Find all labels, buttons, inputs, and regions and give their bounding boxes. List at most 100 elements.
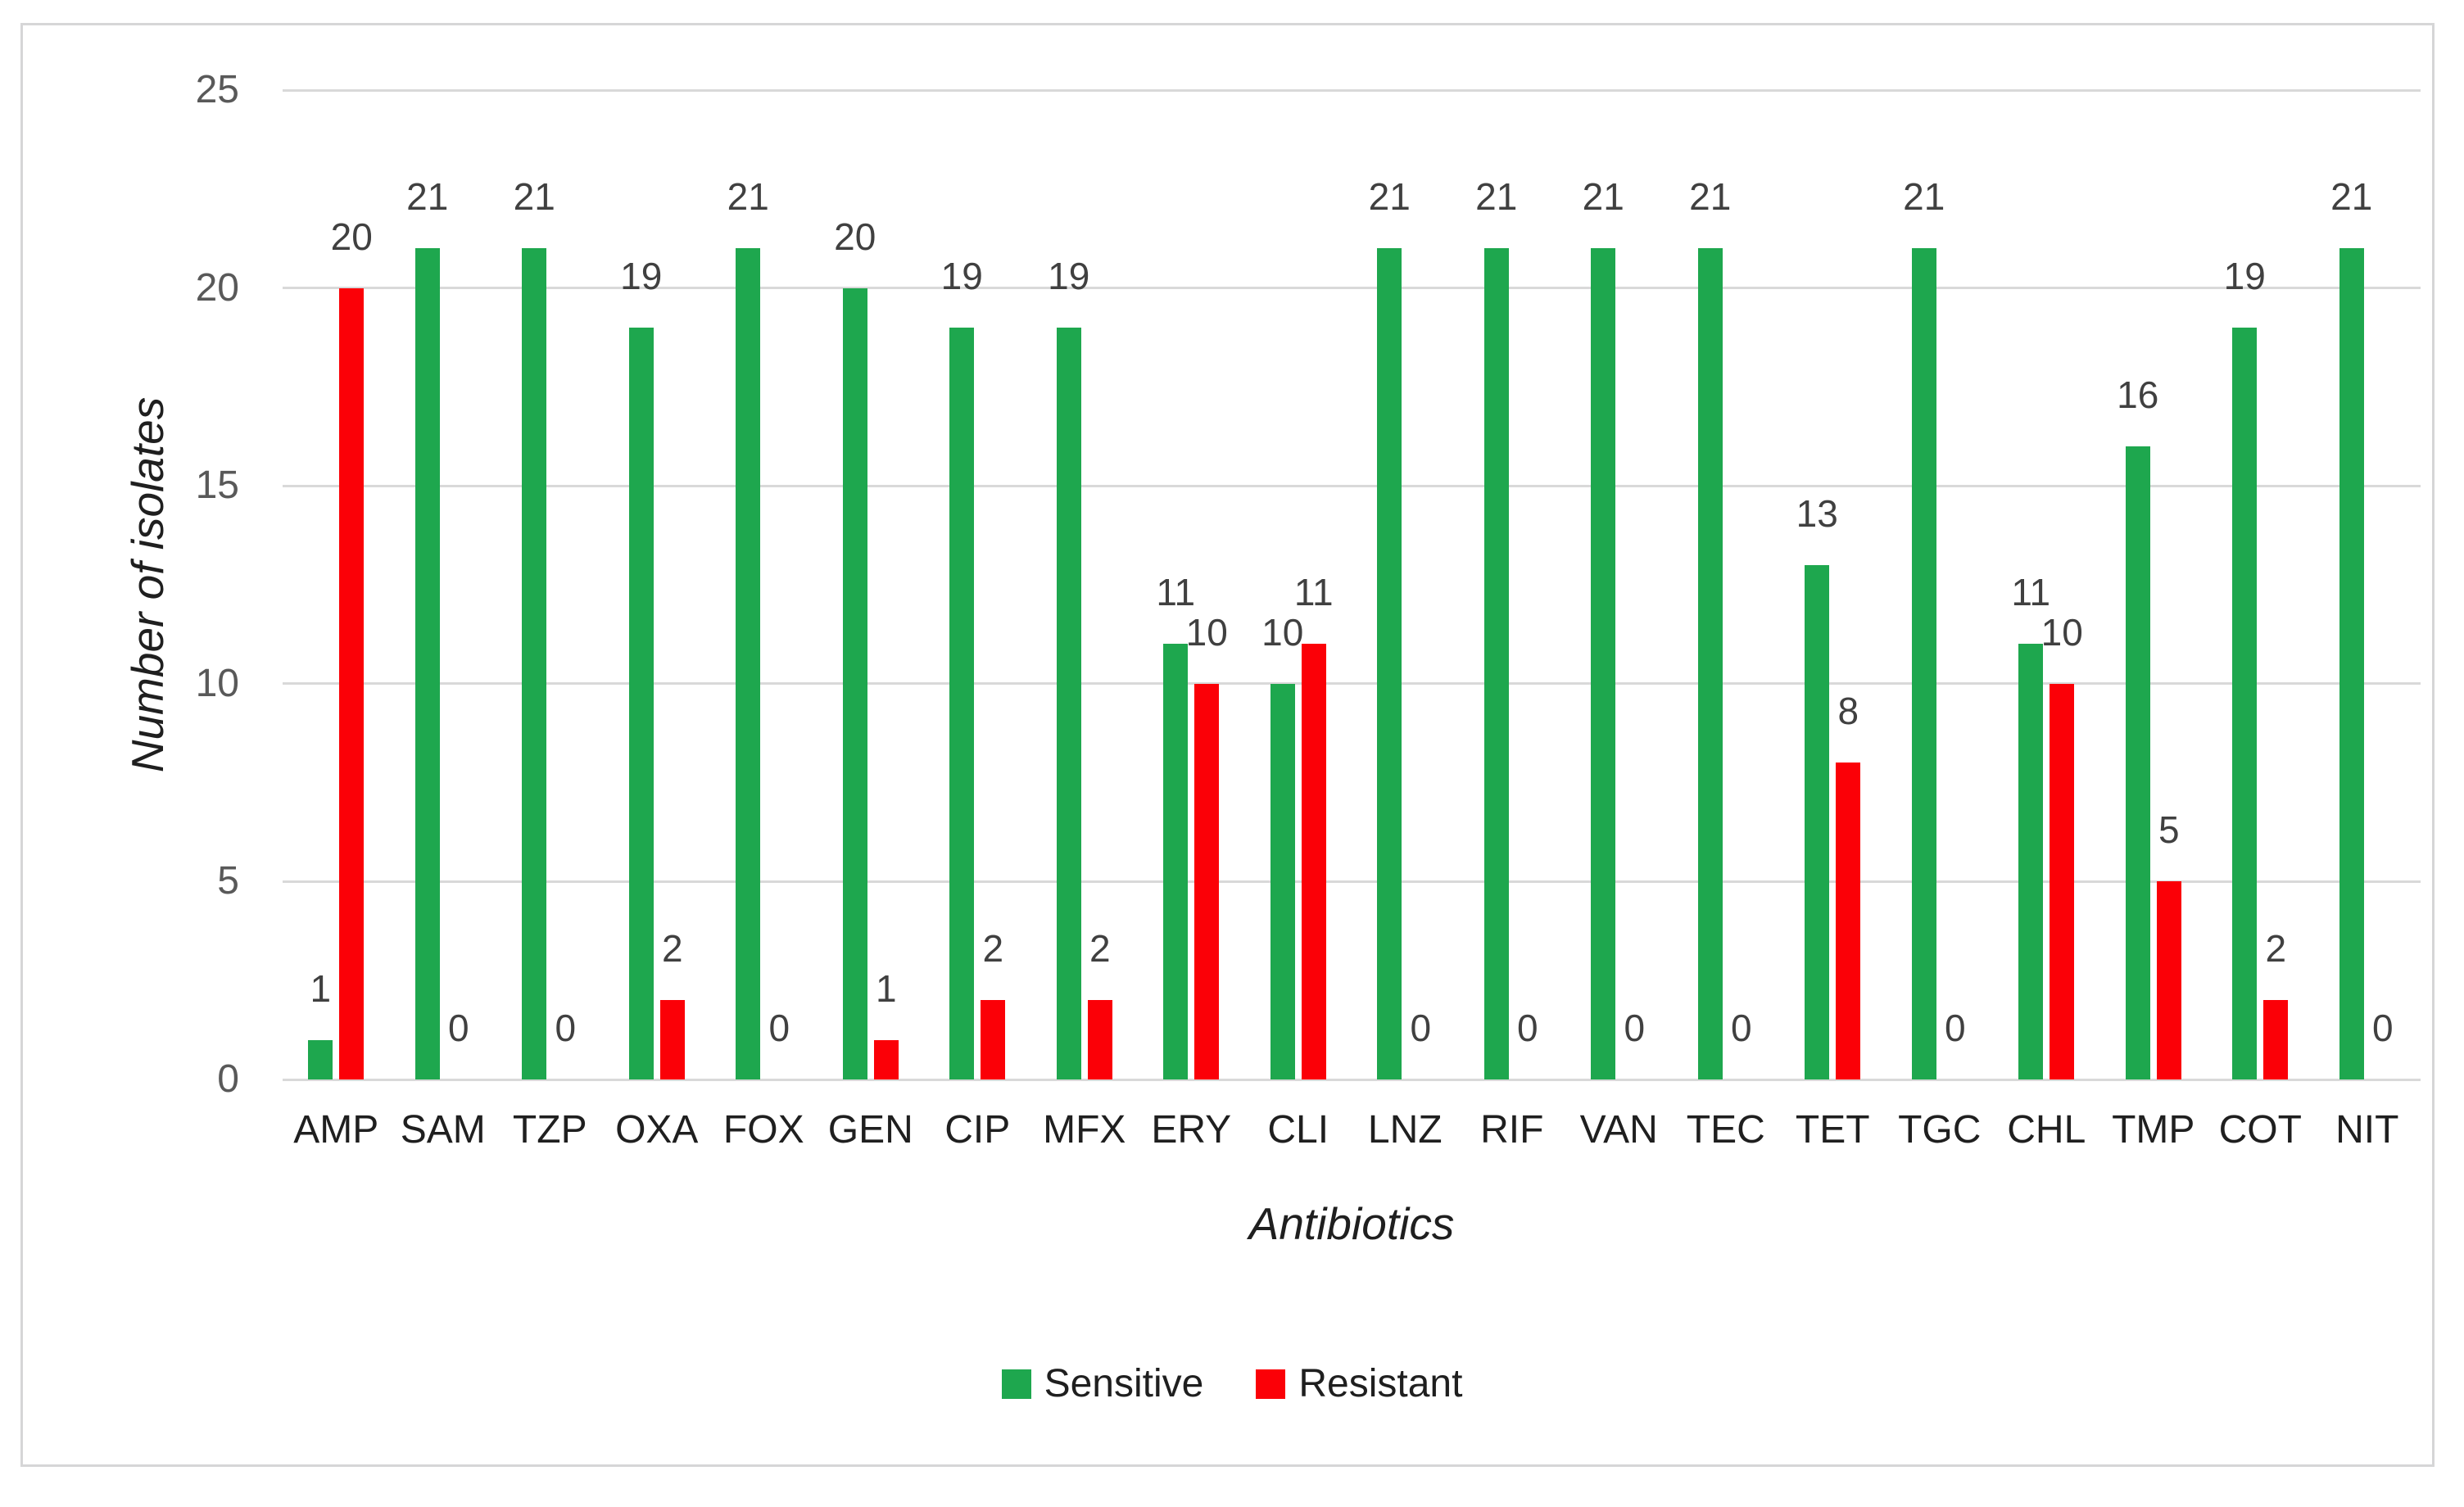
gridline-20	[283, 287, 2421, 290]
value-label-resistant-VAN: 0	[1624, 1007, 1646, 1049]
bar-resistant-OXA	[659, 1000, 685, 1079]
value-label-sensitive-CIP: 19	[940, 254, 983, 297]
legend-label-sensitive: Sensitive	[1044, 1362, 1204, 1405]
y-axis-title: Number of isolates	[122, 396, 173, 773]
bar-resistant-TMP	[2156, 881, 2181, 1079]
legend-label-resistant: Resistant	[1298, 1362, 1463, 1405]
value-label-sensitive-ERY: 11	[1156, 571, 1196, 614]
gridline-10	[283, 682, 2421, 686]
value-label-sensitive-OXA: 19	[620, 254, 663, 297]
y-tick-label-5: 5	[217, 859, 239, 903]
bar-sensitive-COT	[2232, 327, 2258, 1079]
y-tick-label-20: 20	[195, 265, 239, 310]
chart-legend: Sensitive Resistant	[0, 1361, 2464, 1407]
bar-resistant-AMP	[339, 287, 365, 1079]
value-label-sensitive-TEC: 21	[1689, 175, 1732, 219]
bar-sensitive-CLI	[1270, 683, 1295, 1079]
bar-sensitive-VAN	[1591, 248, 1616, 1079]
x-category-label-TMP: TMP	[2112, 1108, 2195, 1152]
plot-area: 1 20 21 0 21 0 19 2 21 0 20 1 19 2 19 2 11 10 10 11 21 0 21 0 21…	[283, 88, 2421, 1081]
value-label-sensitive-NIT: 21	[2330, 175, 2373, 219]
value-label-resistant-LNZ: 0	[1410, 1007, 1432, 1049]
bar-sensitive-SAM	[414, 248, 440, 1079]
value-label-resistant-TZP: 0	[555, 1007, 577, 1049]
bar-sensitive-OXA	[628, 327, 654, 1079]
bar-sensitive-TET	[1805, 564, 1830, 1079]
bar-sensitive-AMP	[308, 1039, 333, 1079]
bar-resistant-GEN	[873, 1039, 899, 1079]
legend-item-resistant: Resistant	[1256, 1361, 1462, 1407]
bar-sensitive-GEN	[842, 287, 867, 1079]
bar-sensitive-ERY	[1163, 644, 1189, 1079]
gridline-0	[283, 1078, 2421, 1081]
value-label-sensitive-CLI: 10	[1261, 610, 1304, 654]
value-label-resistant-TEC: 0	[1730, 1007, 1752, 1049]
bar-sensitive-TMP	[2125, 446, 2150, 1079]
bar-sensitive-LNZ	[1377, 248, 1402, 1079]
value-label-sensitive-COT: 19	[2223, 254, 2266, 297]
y-tick-label-10: 10	[195, 661, 239, 705]
value-label-resistant-RIF: 0	[1516, 1007, 1538, 1049]
x-category-label-VAN: VAN	[1579, 1108, 1658, 1152]
x-category-label-TZP: TZP	[512, 1108, 587, 1152]
value-label-sensitive-AMP: 1	[310, 966, 332, 1010]
figure-border	[20, 23, 2435, 1467]
x-category-label-FOX: FOX	[722, 1108, 804, 1152]
bar-sensitive-CIP	[949, 327, 975, 1079]
value-label-resistant-TMP: 5	[2158, 808, 2180, 852]
bar-sensitive-NIT	[2339, 248, 2364, 1079]
x-category-label-OXA: OXA	[615, 1108, 699, 1152]
bar-resistant-CLI	[1301, 644, 1326, 1079]
bar-resistant-ERY	[1194, 683, 1220, 1079]
value-label-sensitive-RIF: 21	[1475, 175, 1518, 219]
value-label-sensitive-MFX: 19	[1048, 254, 1090, 297]
value-label-resistant-CIP: 2	[982, 927, 1004, 971]
x-category-label-TGC: TGC	[1898, 1108, 1982, 1152]
value-label-resistant-TET: 8	[1837, 690, 1859, 733]
gridline-5	[283, 880, 2421, 883]
value-label-resistant-AMP: 20	[330, 215, 373, 258]
value-label-sensitive-TET: 13	[1796, 491, 1838, 535]
gridline-15	[283, 484, 2421, 487]
y-tick-label-15: 15	[195, 464, 239, 508]
value-label-sensitive-TMP: 16	[2117, 373, 2159, 416]
value-label-resistant-COT: 2	[2265, 927, 2287, 971]
x-category-label-GEN: GEN	[827, 1108, 913, 1152]
x-category-label-LNZ: LNZ	[1367, 1108, 1443, 1152]
bar-resistant-MFX	[1087, 1000, 1112, 1079]
bar-sensitive-TZP	[522, 248, 547, 1079]
value-label-sensitive-FOX: 21	[727, 175, 769, 219]
value-label-sensitive-CHL: 11	[2011, 571, 2051, 614]
bar-sensitive-MFX	[1056, 327, 1081, 1079]
value-label-sensitive-TGC: 21	[1903, 175, 1945, 219]
value-label-resistant-CLI: 11	[1293, 571, 1334, 614]
value-label-resistant-CHL: 10	[2040, 610, 2083, 654]
value-label-sensitive-GEN: 20	[834, 215, 876, 258]
bar-sensitive-FOX	[736, 248, 761, 1079]
x-category-label-COT: COT	[2218, 1108, 2302, 1152]
bar-sensitive-RIF	[1483, 248, 1509, 1079]
x-category-label-CIP: CIP	[944, 1108, 1011, 1152]
x-axis-title: Antibiotics	[1248, 1198, 1455, 1249]
y-tick-label-25: 25	[195, 68, 239, 111]
bar-sensitive-TGC	[1911, 248, 1936, 1079]
value-label-resistant-TGC: 0	[1944, 1007, 1966, 1049]
x-category-label-TEC: TEC	[1686, 1108, 1765, 1152]
bar-sensitive-CHL	[2018, 644, 2044, 1079]
legend-swatch-resistant	[1256, 1369, 1286, 1399]
bar-resistant-CIP	[981, 1000, 1006, 1079]
x-category-label-AMP: AMP	[293, 1108, 379, 1152]
gridline-25	[283, 88, 2421, 92]
value-label-resistant-GEN: 1	[875, 966, 897, 1010]
bar-resistant-COT	[2263, 1000, 2289, 1079]
value-label-resistant-MFX: 2	[1089, 927, 1111, 971]
legend-swatch-sensitive	[1001, 1369, 1031, 1399]
x-category-label-ERY: ERY	[1151, 1108, 1232, 1152]
legend-item-sensitive: Sensitive	[1001, 1361, 1204, 1407]
x-category-label-RIF: RIF	[1480, 1108, 1544, 1152]
x-category-label-CLI: CLI	[1267, 1108, 1329, 1152]
bar-resistant-TET	[1836, 763, 1861, 1079]
x-category-label-CHL: CHL	[2007, 1108, 2086, 1152]
x-category-label-SAM: SAM	[400, 1108, 486, 1152]
